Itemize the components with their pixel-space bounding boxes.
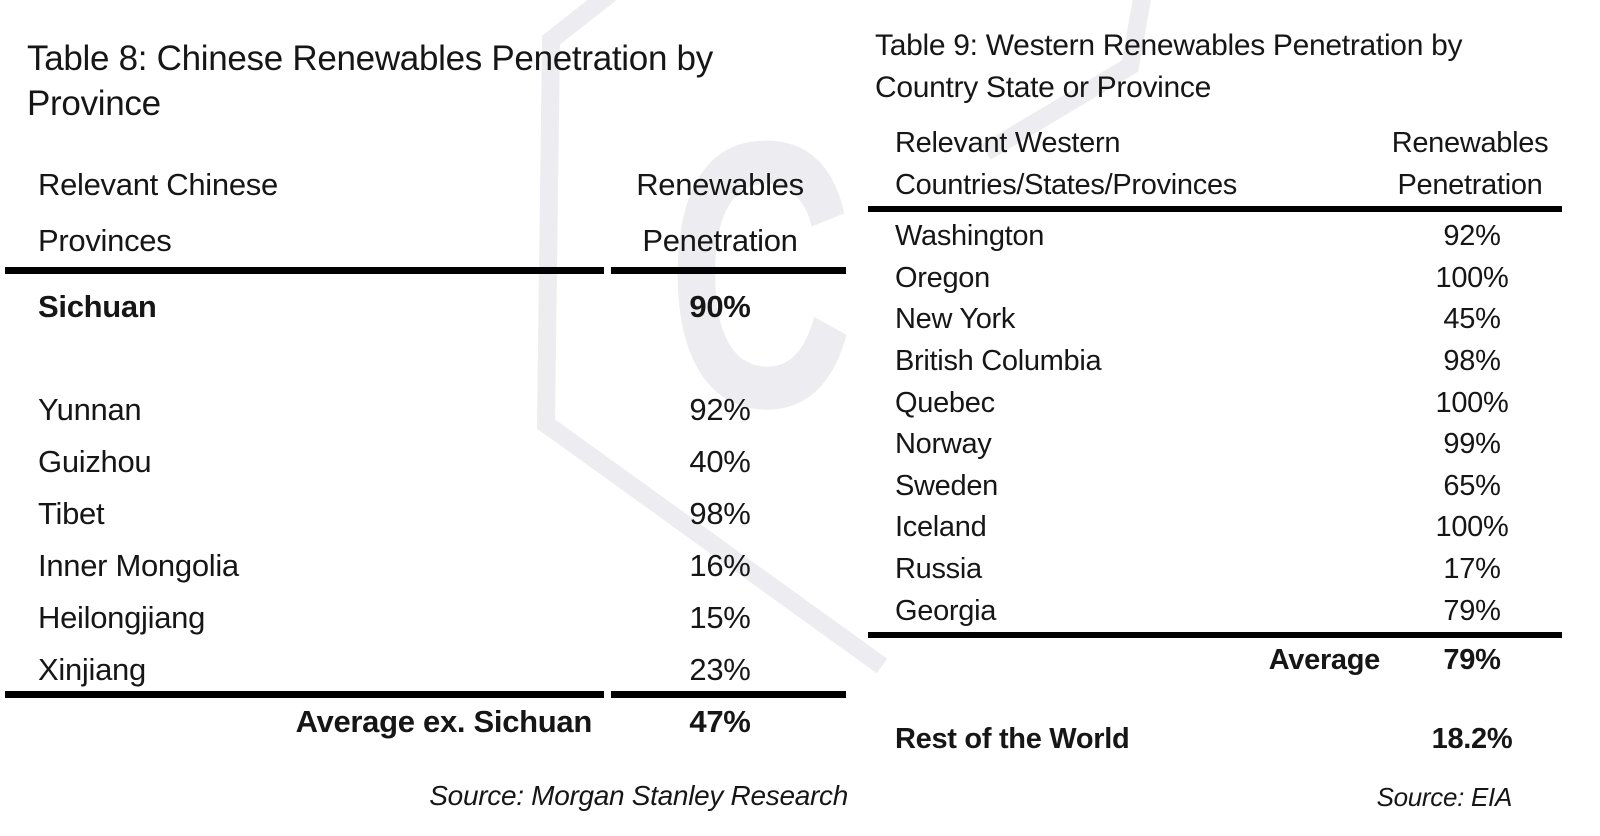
- table9-total-rule: [868, 632, 1562, 638]
- average-label: Average: [1268, 643, 1381, 676]
- row-value: 15%: [689, 600, 751, 635]
- row-label: New York: [895, 303, 1016, 336]
- row-label: Tibet: [38, 496, 105, 531]
- table-row: Tibet 98%: [0, 488, 850, 540]
- row-value: 98%: [1443, 345, 1501, 378]
- row-value: 16%: [689, 548, 751, 583]
- average-value: 79%: [1443, 643, 1501, 676]
- row-value: 100%: [1435, 511, 1509, 544]
- table-row: Guizhou 40%: [0, 436, 850, 488]
- table8-average-row: Average ex. Sichuan 47%: [38, 700, 840, 744]
- row-value: 100%: [1435, 261, 1509, 294]
- row-label: Inner Mongolia: [38, 548, 239, 583]
- table8-source: Source: Morgan Stanley Research: [429, 780, 848, 811]
- row-value: 92%: [1443, 220, 1501, 253]
- table-row: Heilongjiang 15%: [0, 592, 850, 644]
- average-ex-sichuan-value: 47%: [689, 704, 751, 739]
- table8-header-penetration: Renewables Penetration: [636, 167, 804, 258]
- row-label: Heilongjiang: [38, 600, 206, 635]
- table-row: Norway 99%: [0, 424, 1600, 466]
- row-label: Sichuan: [38, 289, 157, 324]
- table9-header-penetration: Renewables Penetration: [1391, 127, 1549, 201]
- row-value: 79%: [1443, 594, 1501, 627]
- average-ex-sichuan-label: Average ex. Sichuan: [295, 704, 593, 739]
- row-value: 17%: [1443, 553, 1501, 586]
- table8-header-provinces: Relevant Chinese Provinces: [38, 167, 278, 258]
- row-value: 100%: [1435, 386, 1509, 419]
- rest-of-world-value: 18.2%: [1431, 722, 1513, 755]
- row-label: Oregon: [895, 261, 990, 294]
- table-row: Georgia 79%: [0, 590, 1600, 632]
- table8-header-rule: [5, 267, 846, 274]
- row-value: 98%: [689, 496, 751, 531]
- rest-of-world-row: Rest of the World 18.2%: [0, 718, 1600, 760]
- table-row: Sweden 65%: [0, 466, 1600, 508]
- row-value: 92%: [689, 392, 751, 427]
- table9-source: Source: EIA: [1376, 782, 1513, 812]
- table9-average-row: Average 79%: [0, 640, 1600, 680]
- row-value: 23%: [689, 652, 751, 687]
- rest-of-world-label: Rest of the World: [895, 722, 1130, 755]
- row-label: Russia: [895, 553, 982, 586]
- row-value: 45%: [1443, 303, 1501, 336]
- table-row: Xinjiang 23%: [0, 644, 850, 696]
- watermark-hexagon-edge: [536, 0, 888, 674]
- row-value: 40%: [689, 444, 751, 479]
- table-row: Oregon 100%: [0, 258, 1600, 300]
- row-label: Xinjiang: [38, 652, 146, 687]
- row-label: British Columbia: [895, 345, 1102, 378]
- table-row: Washington 92%: [0, 216, 1600, 258]
- table-row: Quebec 100%: [0, 382, 1600, 424]
- table9-header-countries: Relevant Western Countries/States/Provin…: [895, 127, 1237, 201]
- row-label: Georgia: [895, 594, 997, 627]
- row-value: 65%: [1443, 469, 1501, 502]
- table-row: Inner Mongolia 16%: [0, 540, 850, 592]
- row-label: Iceland: [895, 511, 987, 544]
- row-label: Guizhou: [38, 444, 152, 479]
- row-label: Quebec: [895, 386, 995, 419]
- table9-header-rule: [868, 206, 1562, 212]
- row-label: Norway: [895, 428, 992, 461]
- row-label: Sweden: [895, 469, 998, 502]
- row-label: Washington: [895, 220, 1045, 253]
- table-row: British Columbia 98%: [0, 341, 1600, 383]
- table8-rows: Sichuan 90% Yunnan 92% Guizhou 40% Tibet 98% Inn…: [0, 281, 850, 696]
- watermark-letter: C: [667, 62, 853, 487]
- row-value: 99%: [1443, 428, 1501, 461]
- table-row: Russia 17%: [0, 549, 1600, 591]
- table8-title: Table 8: Chinese Renewables Penetration …: [27, 39, 713, 123]
- table9-rows: Washington 92% Oregon 100% New York 45% Britis…: [0, 216, 1600, 632]
- table9-title: Table 9: Western Renewables Penetration …: [875, 29, 1463, 104]
- table-row: Yunnan 92%: [0, 384, 850, 436]
- table-row: Sichuan 90%: [0, 281, 850, 333]
- watermark-hexagon-edge-right: [981, 0, 1151, 160]
- row-label: Yunnan: [38, 392, 142, 427]
- table8-total-rule: [5, 691, 846, 698]
- table-row: New York 45%: [0, 299, 1600, 341]
- table-row: Iceland 100%: [0, 507, 1600, 549]
- row-value: 90%: [689, 289, 751, 324]
